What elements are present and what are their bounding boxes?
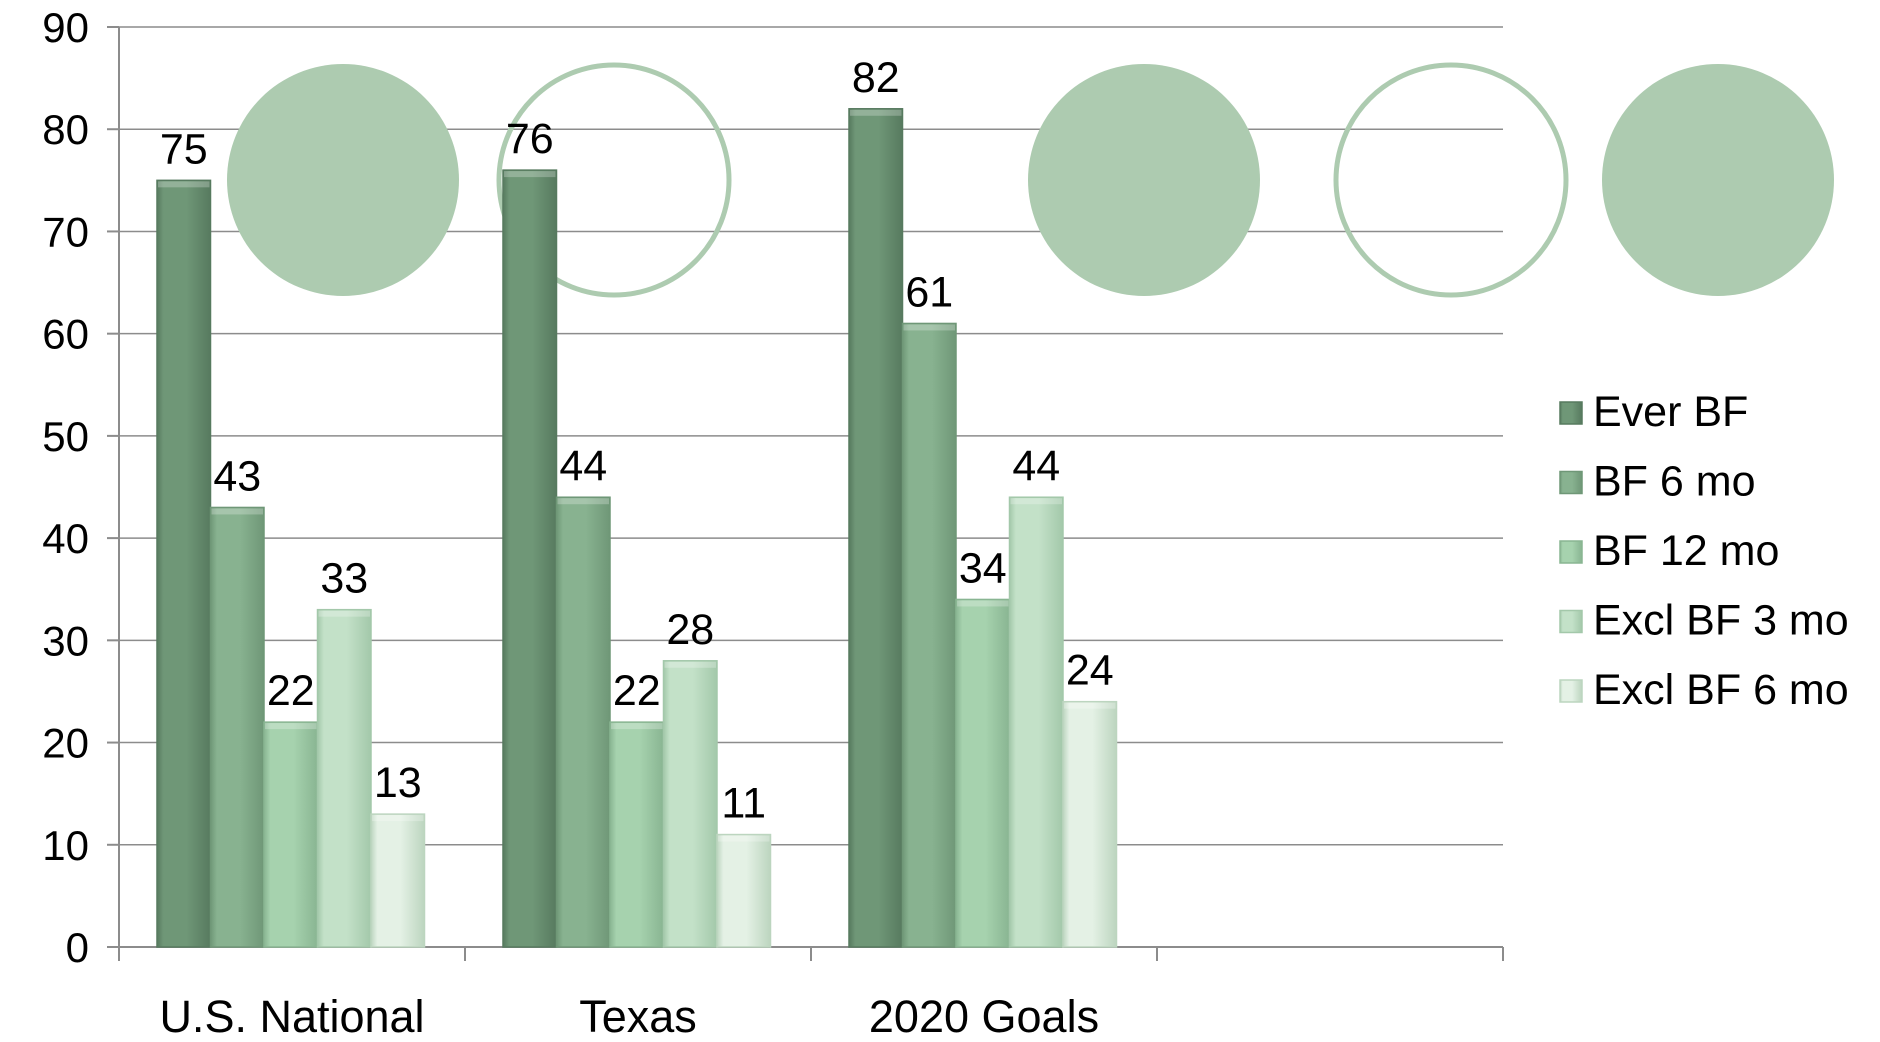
y-tick-label: 40 xyxy=(42,515,89,562)
bar xyxy=(502,169,558,948)
bar-bevel xyxy=(1064,702,1116,709)
data-label: 44 xyxy=(1012,442,1060,490)
legend-swatch xyxy=(1559,540,1583,564)
bar-bevel xyxy=(158,181,210,188)
decor-circle-filled xyxy=(1028,64,1260,296)
bar-bevel xyxy=(664,661,716,668)
y-tick-label: 80 xyxy=(42,106,89,153)
legend-swatch xyxy=(1559,609,1583,634)
bar xyxy=(716,833,772,948)
bar xyxy=(370,813,426,948)
legend-swatch xyxy=(1559,401,1583,425)
y-tick-label: 70 xyxy=(42,208,89,255)
data-label: 76 xyxy=(506,115,554,163)
bar xyxy=(156,179,212,948)
data-labels: 75 76 82 43 44 61 22 22 34 33 28 44 13 11 24 xyxy=(160,54,1114,828)
bar xyxy=(901,322,957,948)
bar xyxy=(662,660,718,948)
bar-bevel xyxy=(372,815,424,822)
bar xyxy=(316,608,372,948)
data-label: 22 xyxy=(613,667,661,715)
data-label: 33 xyxy=(320,555,368,603)
decor-circle-filled xyxy=(227,64,459,296)
data-label: 61 xyxy=(905,268,953,316)
bar xyxy=(209,506,265,948)
decor-circle-outline xyxy=(496,62,732,298)
data-label: 34 xyxy=(959,544,1007,592)
bar xyxy=(263,721,319,948)
bar xyxy=(955,598,1011,948)
legend-label: BF 12 mo xyxy=(1593,527,1779,575)
data-label: 11 xyxy=(721,780,766,828)
bar-bevel xyxy=(265,723,317,730)
y-tick-label: 30 xyxy=(42,617,89,664)
bar-bevel xyxy=(957,600,1009,607)
bar-bevel xyxy=(557,498,609,505)
legend-label: Ever BF xyxy=(1593,388,1748,436)
axes: 0 10 20 30 40 50 60 70 80 90 U.S. National Texas 202… xyxy=(42,4,1504,1042)
decorative-circles xyxy=(227,62,1834,298)
y-tick-label: 20 xyxy=(42,720,89,767)
decor-circle-filled xyxy=(1602,64,1834,296)
bar-bevel xyxy=(850,109,902,116)
bar xyxy=(848,108,904,948)
legend-label: BF 6 mo xyxy=(1593,458,1756,506)
data-label: 44 xyxy=(559,442,607,490)
bar-bevel xyxy=(903,324,955,331)
data-label: 22 xyxy=(267,667,315,715)
bar-bevel xyxy=(318,610,370,617)
legend-label: Excl BF 6 mo xyxy=(1593,666,1849,714)
data-label: 82 xyxy=(852,54,900,102)
bar xyxy=(1062,700,1118,948)
x-category-label: U.S. National xyxy=(159,991,424,1037)
legend-swatch xyxy=(1559,470,1583,495)
legend-label: Excl BF 3 mo xyxy=(1593,597,1849,645)
data-label: 28 xyxy=(666,606,714,654)
y-tick-label: 50 xyxy=(42,413,89,460)
bar-bevel xyxy=(504,171,556,178)
bars xyxy=(156,108,1118,948)
data-label: 75 xyxy=(160,125,208,173)
legend-swatch xyxy=(1559,679,1583,703)
data-label: 13 xyxy=(374,759,422,807)
bar-bevel xyxy=(611,723,663,730)
y-tick-label: 0 xyxy=(66,924,89,971)
bar-bevel xyxy=(718,835,770,842)
data-label: 43 xyxy=(213,452,261,500)
legend: Ever BF BF 6 mo BF 12 mo Excl BF 3 mo Excl B… xyxy=(1559,388,1849,714)
y-tick-label: 60 xyxy=(42,311,89,358)
bar xyxy=(609,721,665,948)
decor-circle-outline xyxy=(1333,62,1569,298)
bar-bevel xyxy=(1010,498,1062,505)
y-tick-label: 90 xyxy=(42,4,89,51)
bar xyxy=(1008,496,1064,948)
bar xyxy=(555,496,611,948)
bar-bevel xyxy=(211,508,263,515)
x-category-label: 2020 Goals xyxy=(869,991,1099,1037)
x-category-label: Texas xyxy=(579,991,697,1037)
y-tick-label: 10 xyxy=(42,822,89,869)
data-label: 24 xyxy=(1066,647,1114,695)
